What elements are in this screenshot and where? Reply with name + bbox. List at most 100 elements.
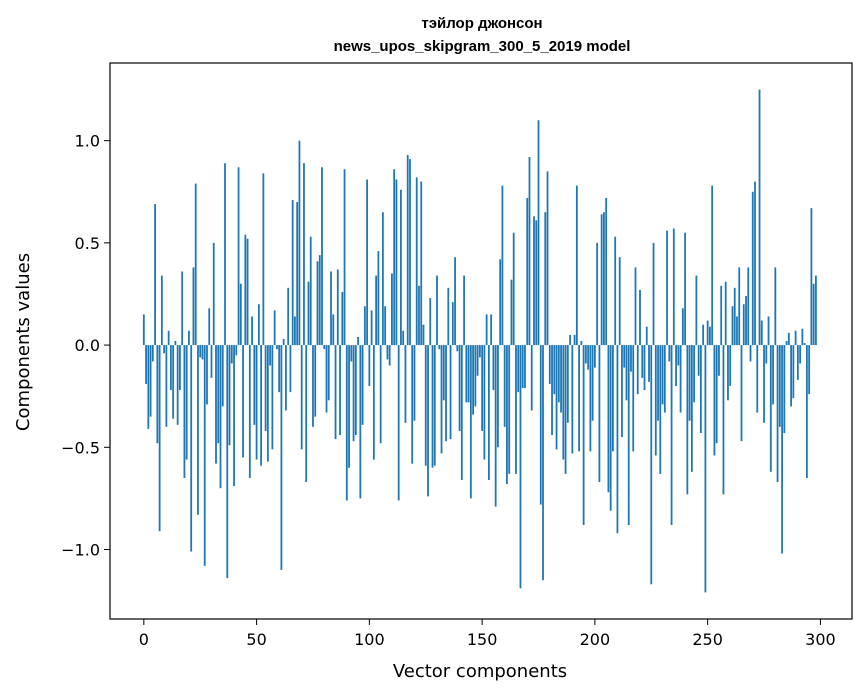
bar-53 — [262, 173, 265, 346]
bar-254 — [715, 345, 718, 444]
bar-28 — [206, 345, 208, 405]
bar-97 — [361, 345, 364, 425]
bar-213 — [623, 345, 626, 368]
bar-162 — [508, 345, 511, 474]
bar-273 — [758, 89, 761, 346]
bar-164 — [512, 232, 515, 346]
bar-153 — [487, 345, 490, 480]
bar-236 — [675, 345, 677, 386]
bar-21 — [190, 345, 193, 552]
bar-6 — [156, 345, 159, 444]
bar-181 — [551, 345, 553, 436]
bar-5 — [154, 204, 156, 346]
bar-96 — [359, 345, 362, 499]
bar-266 — [742, 304, 745, 346]
bar-44 — [242, 345, 244, 458]
bar-119 — [411, 345, 414, 464]
bar-249 — [704, 345, 707, 593]
bar-167 — [519, 345, 522, 589]
bar-188 — [566, 345, 569, 423]
bar-114 — [400, 189, 402, 346]
bar-161 — [506, 345, 508, 485]
y-tick-label: −1.0 — [61, 541, 100, 560]
bar-88 — [341, 291, 344, 346]
bar-23 — [194, 183, 197, 346]
bar-203 — [600, 214, 603, 346]
bar-101 — [370, 310, 373, 346]
bar-89 — [343, 169, 346, 346]
bar-196 — [584, 345, 587, 364]
bar-250 — [706, 320, 709, 346]
x-tick-label: 300 — [805, 630, 836, 649]
bar-176 — [539, 345, 542, 505]
bar-148 — [476, 345, 479, 376]
bar-264 — [738, 267, 741, 346]
bar-247 — [699, 345, 702, 433]
bar-130 — [436, 275, 438, 346]
bar-187 — [564, 345, 567, 474]
bar-267 — [745, 296, 747, 346]
bar-55 — [266, 345, 269, 462]
bar-182 — [553, 345, 556, 395]
bar-82 — [327, 345, 330, 401]
bar-155 — [492, 345, 495, 391]
bar-260 — [729, 345, 732, 386]
x-axis-label: Vector components — [393, 661, 567, 682]
bar-272 — [756, 345, 759, 413]
bar-149 — [478, 345, 481, 358]
bar-237 — [677, 345, 680, 366]
bar-186 — [562, 345, 565, 460]
bar-280 — [774, 267, 777, 346]
bar-277 — [767, 316, 770, 346]
bar-33 — [217, 345, 220, 444]
bar-102 — [372, 345, 375, 460]
bar-298 — [815, 275, 817, 346]
bar-26 — [201, 345, 204, 360]
bar-208 — [612, 345, 614, 452]
bar-192 — [575, 185, 578, 346]
bar-7 — [158, 345, 161, 532]
y-tick-label: −0.5 — [61, 438, 100, 457]
bar-34 — [219, 345, 222, 489]
bar-189 — [569, 334, 571, 346]
bar-39 — [230, 345, 233, 364]
bar-283 — [781, 345, 783, 554]
bar-143 — [465, 345, 468, 403]
bar-243 — [690, 345, 693, 472]
bar-11 — [167, 330, 170, 346]
bar-46 — [246, 238, 249, 346]
bar-269 — [749, 345, 752, 362]
bar-199 — [591, 345, 594, 421]
y-axis-label: Components values — [13, 253, 34, 431]
bar-49 — [253, 345, 256, 425]
bar-285 — [785, 341, 788, 346]
bar-64 — [287, 287, 290, 346]
bar-231 — [663, 345, 666, 413]
bar-87 — [339, 345, 341, 436]
bar-278 — [769, 345, 772, 472]
bar-258 — [724, 281, 727, 346]
bar-131 — [438, 345, 441, 350]
bar-15 — [176, 345, 179, 425]
bar-177 — [542, 345, 544, 581]
bar-118 — [409, 159, 411, 346]
bar-122 — [418, 285, 420, 346]
bar-30 — [210, 345, 213, 378]
bar-41 — [235, 345, 238, 356]
bar-261 — [731, 306, 734, 346]
bar-113 — [397, 345, 400, 501]
bar-163 — [510, 279, 513, 346]
bar-171 — [528, 157, 531, 346]
bar-228 — [657, 345, 659, 421]
bar-110 — [391, 273, 393, 346]
bar-68 — [296, 202, 299, 346]
bar-106 — [381, 212, 384, 346]
bar-3 — [149, 345, 152, 417]
bar-1 — [145, 345, 147, 384]
bar-112 — [395, 179, 398, 346]
bar-56 — [269, 345, 272, 366]
bar-43 — [239, 283, 242, 346]
bar-175 — [537, 120, 540, 346]
bar-150 — [481, 345, 484, 431]
bar-284 — [783, 345, 786, 433]
